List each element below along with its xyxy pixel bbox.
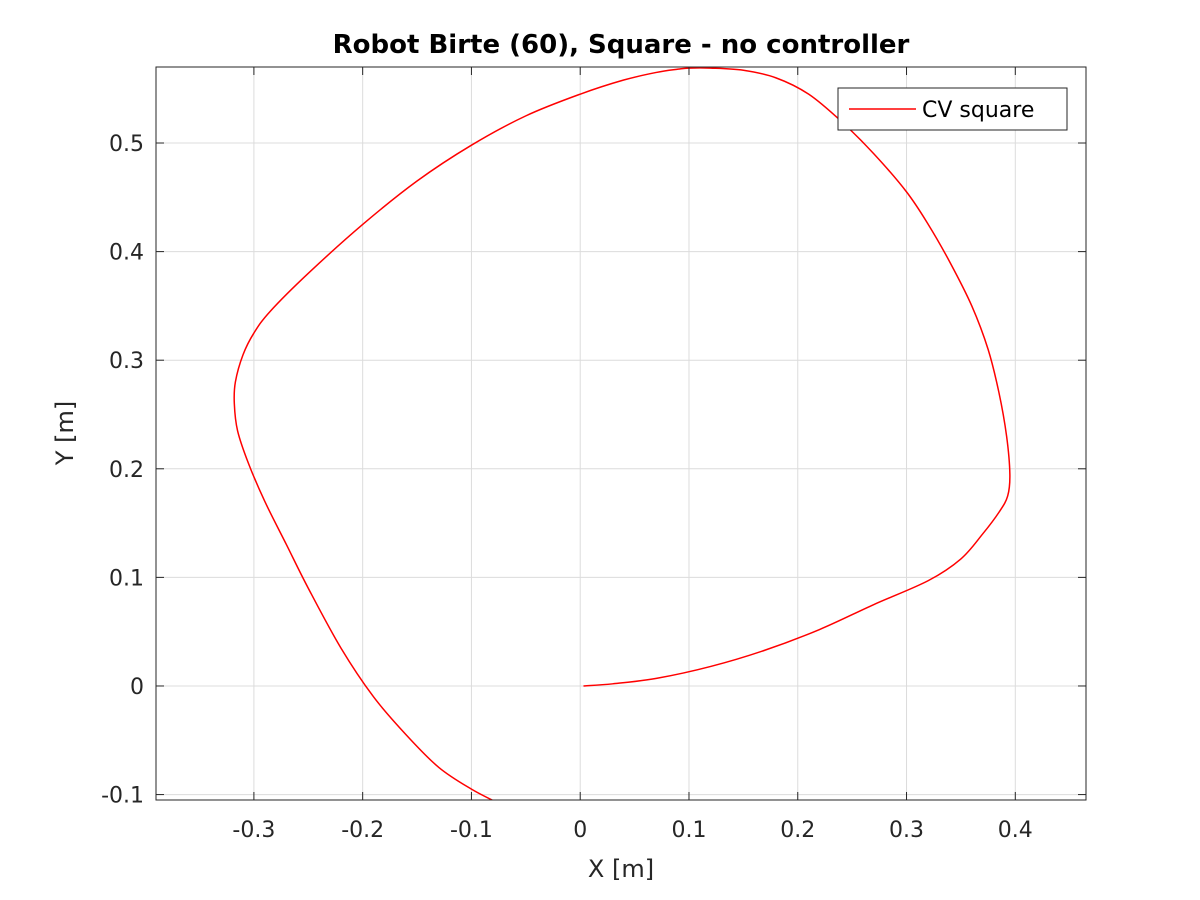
x-tick-label: -0.3 [232, 818, 275, 843]
x-tick-label: 0 [573, 818, 587, 843]
x-tick-label: 0.2 [780, 818, 815, 843]
y-tick-label: 0.1 [109, 566, 144, 591]
y-tick-label: 0.4 [109, 241, 144, 266]
legend-label: CV square [922, 98, 1034, 123]
y-tick-label: 0.2 [109, 458, 144, 483]
y-tick-label: 0.3 [109, 349, 144, 374]
legend: CV square [837, 87, 1068, 131]
x-tick-label: 0.3 [889, 818, 924, 843]
plot-frame [155, 66, 1087, 801]
series-line-cv-square [233, 67, 1011, 800]
grid-lines [156, 67, 1086, 800]
y-tick-label: -0.1 [101, 784, 144, 809]
chart-title: Robot Birte (60), Square - no controller [333, 30, 910, 60]
x-tick-labels: -0.3 -0.2 -0.1 0 0.1 0.2 0.3 0.4 [232, 818, 1032, 843]
x-tick-label: 0.1 [671, 818, 706, 843]
y-tick-labels: -0.1 0 0.1 0.2 0.3 0.4 0.5 [101, 132, 144, 809]
y-tick-label: 0.5 [109, 132, 144, 157]
plot-area [156, 67, 1086, 800]
x-tick-label: -0.1 [450, 818, 493, 843]
x-tick-label: 0.4 [998, 818, 1033, 843]
y-axis-label: Y [m] [51, 401, 79, 466]
axis-ticks [156, 67, 1086, 800]
x-axis-label: X [m] [588, 855, 654, 883]
x-tick-label: -0.2 [341, 818, 384, 843]
y-tick-label: 0 [130, 675, 144, 700]
series-lines [233, 67, 1011, 800]
